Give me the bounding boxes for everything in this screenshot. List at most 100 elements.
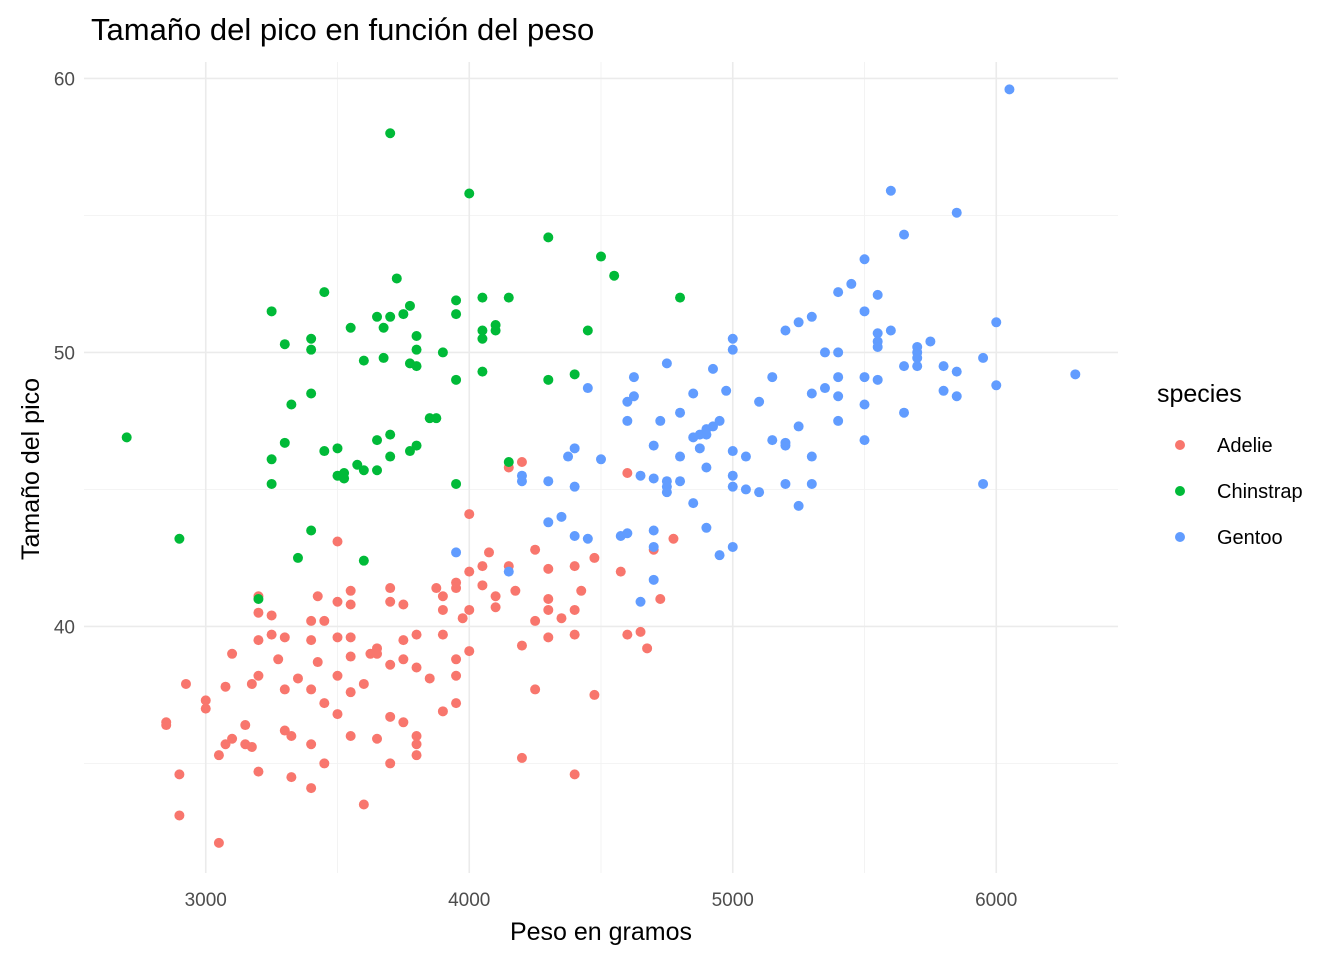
- data-point: [457, 613, 468, 624]
- data-point: [437, 604, 448, 615]
- data-point: [503, 292, 514, 303]
- data-point: [951, 366, 962, 377]
- data-point: [180, 678, 191, 689]
- data-point: [477, 366, 488, 377]
- data-point: [582, 533, 593, 544]
- data-point: [437, 706, 448, 717]
- data-point: [556, 613, 567, 624]
- data-point: [740, 484, 751, 495]
- data-point: [740, 451, 751, 462]
- data-point: [411, 361, 422, 372]
- data-point: [543, 476, 554, 487]
- data-point: [675, 451, 686, 462]
- data-point: [121, 432, 132, 443]
- data-point: [859, 306, 870, 317]
- data-point: [872, 289, 883, 300]
- data-point: [306, 333, 317, 344]
- data-point: [292, 673, 303, 684]
- data-point: [675, 476, 686, 487]
- data-point: [306, 684, 317, 695]
- data-point: [622, 467, 633, 478]
- data-point: [286, 399, 297, 410]
- data-point: [319, 287, 330, 298]
- data-point: [622, 396, 633, 407]
- data-point: [279, 632, 290, 643]
- data-point: [477, 325, 488, 336]
- data-point: [266, 454, 277, 465]
- series-gentoo: [451, 84, 1081, 607]
- data-point: [411, 750, 422, 761]
- data-point: [358, 678, 369, 689]
- data-point: [615, 566, 626, 577]
- data-point: [833, 347, 844, 358]
- data-point: [556, 511, 567, 522]
- data-point: [385, 451, 396, 462]
- data-point: [464, 509, 475, 520]
- data-point: [859, 399, 870, 410]
- data-point: [227, 648, 238, 659]
- data-point: [319, 698, 330, 709]
- data-point: [727, 481, 738, 492]
- data-point: [424, 673, 435, 684]
- data-point: [543, 632, 554, 643]
- data-point: [306, 344, 317, 355]
- data-point: [319, 446, 330, 457]
- data-point: [332, 536, 343, 547]
- data-point: [543, 604, 554, 615]
- data-point: [727, 470, 738, 481]
- data-point: [398, 654, 409, 665]
- data-point: [576, 585, 587, 596]
- data-point: [385, 311, 396, 322]
- data-point: [378, 352, 389, 363]
- data-point: [543, 594, 554, 605]
- data-point: [951, 391, 962, 402]
- data-point: [404, 446, 415, 457]
- data-point: [200, 695, 211, 706]
- data-point: [727, 541, 738, 552]
- data-point: [589, 552, 600, 563]
- data-point: [833, 372, 844, 383]
- data-point: [806, 478, 817, 489]
- data-point: [543, 232, 554, 243]
- data-point: [885, 185, 896, 196]
- data-point: [622, 528, 633, 539]
- data-point: [312, 657, 323, 668]
- data-point: [793, 317, 804, 328]
- data-point: [707, 363, 718, 374]
- data-point: [767, 435, 778, 446]
- data-point: [161, 717, 172, 728]
- data-point: [510, 585, 521, 596]
- data-point: [451, 654, 462, 665]
- data-point: [899, 361, 910, 372]
- data-point: [372, 643, 383, 654]
- data-point: [385, 659, 396, 670]
- data-point: [286, 731, 297, 742]
- data-point: [451, 547, 462, 558]
- data-point: [727, 446, 738, 457]
- data-point: [404, 300, 415, 311]
- data-point: [398, 599, 409, 610]
- data-point: [530, 544, 541, 555]
- data-point: [1004, 84, 1015, 95]
- data-point: [714, 415, 725, 426]
- data-point: [240, 720, 251, 731]
- data-point: [675, 292, 686, 303]
- data-point: [266, 306, 277, 317]
- data-point: [279, 339, 290, 350]
- data-point: [819, 383, 830, 394]
- data-point: [668, 533, 679, 544]
- data-point: [385, 128, 396, 139]
- data-point: [253, 670, 264, 681]
- data-point: [543, 517, 554, 528]
- data-point: [246, 741, 257, 752]
- legend-label: Gentoo: [1217, 527, 1283, 549]
- data-point: [253, 766, 264, 777]
- data-point: [332, 670, 343, 681]
- data-point: [859, 254, 870, 265]
- data-point: [385, 758, 396, 769]
- data-point: [727, 333, 738, 344]
- data-point: [938, 361, 949, 372]
- data-point: [279, 684, 290, 695]
- data-point: [352, 459, 363, 470]
